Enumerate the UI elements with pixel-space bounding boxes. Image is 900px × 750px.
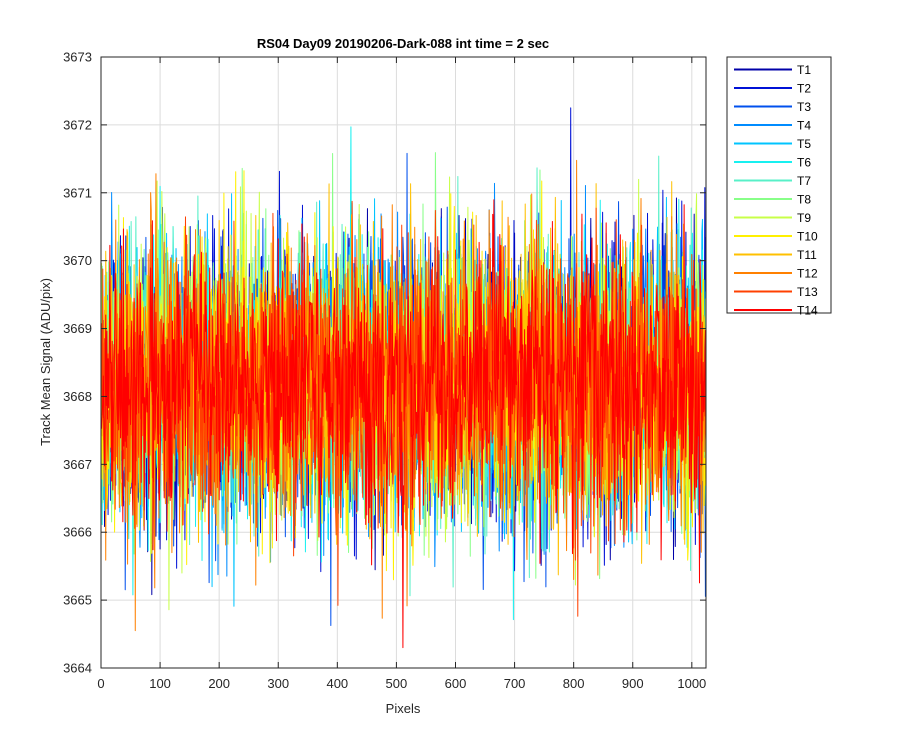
- y-tick-label: 3671: [63, 185, 92, 200]
- series-lines: [101, 107, 706, 649]
- legend-label: T10: [797, 230, 818, 244]
- plot-area: 0 100 200 300 400 500 600 700 800 900 1000 3664 3665…: [63, 50, 707, 692]
- legend-label: T5: [797, 137, 811, 151]
- y-tick-label: 3672: [63, 117, 92, 132]
- legend-label: T8: [797, 193, 811, 207]
- y-tick-label: 3664: [63, 661, 92, 676]
- x-tick-label: 800: [563, 676, 585, 691]
- legend-label: T2: [797, 82, 811, 96]
- legend-label: T6: [797, 156, 811, 170]
- legend-box: [726, 56, 832, 314]
- legend-label: T3: [797, 100, 811, 114]
- x-tick-label: 200: [208, 676, 230, 691]
- x-tick-label: 700: [504, 676, 526, 691]
- x-axis-label: Pixels: [386, 701, 421, 716]
- y-axis-label: Track Mean Signal (ADU/pix): [38, 278, 53, 446]
- y-tick-label: 3670: [63, 253, 92, 268]
- legend-label: T11: [797, 248, 817, 262]
- y-tick-label: 3665: [63, 593, 92, 608]
- y-tick-label: 3667: [63, 457, 92, 472]
- x-tick-label: 900: [622, 676, 644, 691]
- y-tick-label: 3673: [63, 50, 92, 65]
- legend-label: T14: [797, 304, 818, 318]
- axes-box: [100, 56, 707, 669]
- x-tick-label: 100: [149, 676, 171, 691]
- legend-label: T1: [797, 63, 811, 77]
- y-tick-label: 3669: [63, 321, 92, 336]
- legend-label: T13: [797, 285, 818, 299]
- y-tick-label: 3668: [63, 389, 92, 404]
- x-tick-label: 500: [386, 676, 408, 691]
- legend-label: T4: [797, 119, 811, 133]
- x-tick-label: 0: [97, 676, 104, 691]
- legend: T1 T2 T3 T4 T5 T6 T7 T8 T9 T10 T11 T12 T13 T14: [726, 56, 832, 318]
- x-tick-label: 600: [445, 676, 467, 691]
- x-tick-label: 300: [267, 676, 289, 691]
- series-line-t14: [101, 199, 706, 649]
- legend-label: T7: [797, 174, 811, 188]
- y-tick-label: 3666: [63, 525, 92, 540]
- axis-ticks: 0 100 200 300 400 500 600 700 800 900 1000 3664 3665…: [63, 50, 706, 692]
- legend-label: T9: [797, 211, 811, 225]
- chart-title: RS04 Day09 20190206-Dark-088 int time = …: [257, 36, 549, 51]
- x-tick-label: 1000: [677, 676, 706, 691]
- x-tick-label: 400: [326, 676, 348, 691]
- legend-label: T12: [797, 267, 818, 281]
